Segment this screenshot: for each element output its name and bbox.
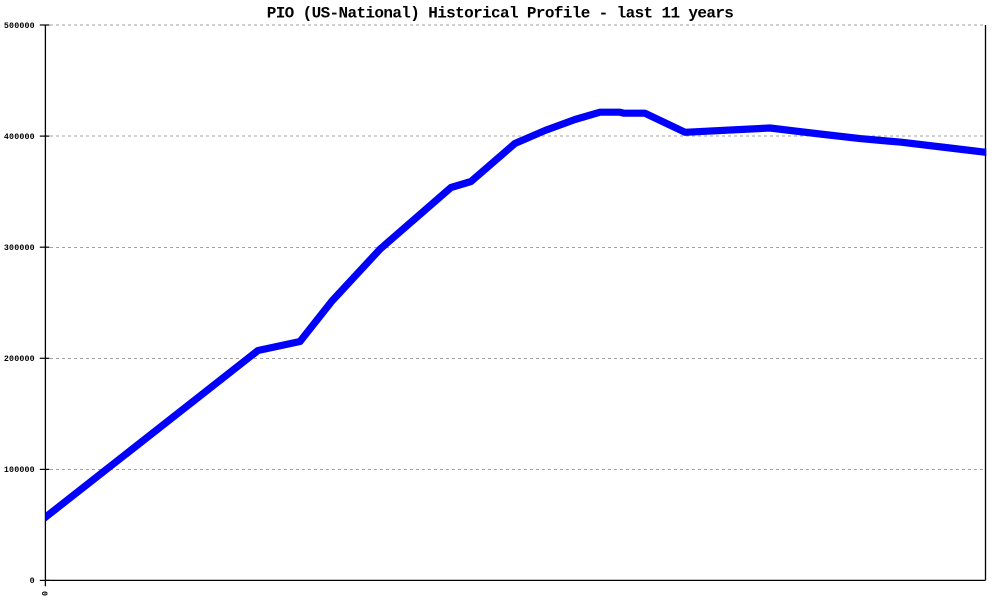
svg-text:PIO (US-National) Historical P: PIO (US-National) Historical Profile - l… — [267, 5, 734, 23]
svg-text:500000: 500000 — [4, 22, 35, 31]
svg-text:400000: 400000 — [4, 133, 35, 142]
svg-text:300000: 300000 — [4, 244, 35, 253]
svg-text:100000: 100000 — [4, 466, 35, 475]
svg-text:0: 0 — [39, 591, 48, 596]
svg-text:0: 0 — [30, 577, 35, 586]
svg-text:200000: 200000 — [4, 355, 35, 364]
